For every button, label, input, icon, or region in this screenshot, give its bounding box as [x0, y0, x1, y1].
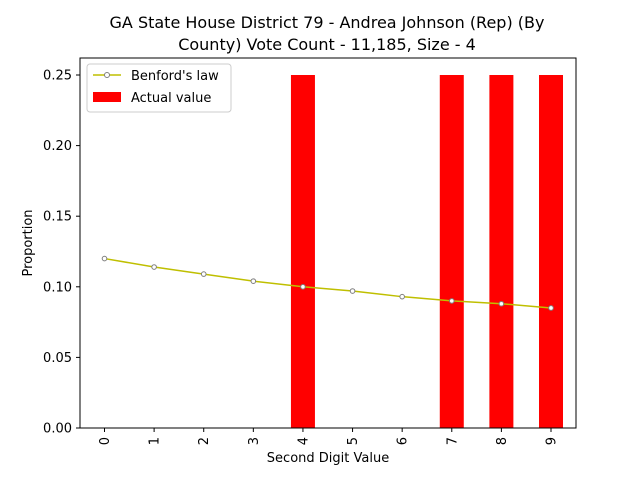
legend-label-benford: Benford's law [131, 69, 219, 84]
y-tick-label: 0.20 [43, 139, 72, 154]
y-tick-label: 0.05 [43, 351, 72, 366]
x-tick-label: 6 [396, 437, 411, 445]
legend-bar-swatch [93, 92, 121, 102]
x-tick-label: 0 [98, 437, 113, 445]
legend: Benford's law Actual value [86, 63, 232, 113]
bar-digit-4 [290, 75, 315, 428]
benford-line [104, 257, 552, 309]
benford-point-8 [498, 300, 505, 307]
y-tick-label: 0.15 [43, 210, 72, 225]
x-axis-label: Second Digit Value [267, 451, 389, 466]
bar-digit-8 [489, 75, 514, 428]
benford-point-1 [151, 264, 157, 270]
x-tick-label: 5 [346, 437, 361, 445]
bar-digit-9 [539, 75, 563, 428]
x-tick-label: 4 [296, 437, 311, 445]
benford-point-9 [548, 305, 554, 311]
legend-label-actual: Actual value [131, 91, 211, 106]
x-tick-label: 8 [495, 437, 510, 445]
y-tick-label: 0.10 [43, 280, 72, 295]
benford-point-5 [349, 288, 356, 294]
x-tick-label: 3 [247, 437, 262, 445]
y-tick-label: 0.25 [43, 69, 72, 84]
chart-title-line-2: County) Vote Count - 11,185, Size - 4 [178, 35, 476, 54]
x-tick-label: 2 [197, 437, 212, 445]
bar-digit-7 [439, 75, 464, 428]
legend-marker-swatch [104, 72, 110, 78]
benford-point-6 [399, 293, 405, 300]
benford-point-4 [300, 284, 306, 290]
y-axis-label: Proportion [21, 209, 36, 276]
benford-point-2 [200, 271, 207, 277]
benford-point-0 [101, 255, 108, 262]
x-tick-label: 9 [545, 437, 560, 445]
y-tick-label: 0.00 [43, 422, 72, 437]
x-tick-label: 7 [445, 437, 460, 445]
benford-point-7 [448, 298, 455, 304]
x-tick-label: 1 [148, 437, 163, 445]
plot-area: 0.00 0.05 0.10 0.15 0.20 0.25 0 1 2 3 4 5 6 7 8 9 [43, 69, 563, 445]
chart-title-line-1: GA State House District 79 - Andrea John… [110, 13, 545, 32]
axes-frame [79, 57, 577, 429]
benford-point-3 [250, 278, 257, 284]
legend-box [86, 63, 232, 113]
